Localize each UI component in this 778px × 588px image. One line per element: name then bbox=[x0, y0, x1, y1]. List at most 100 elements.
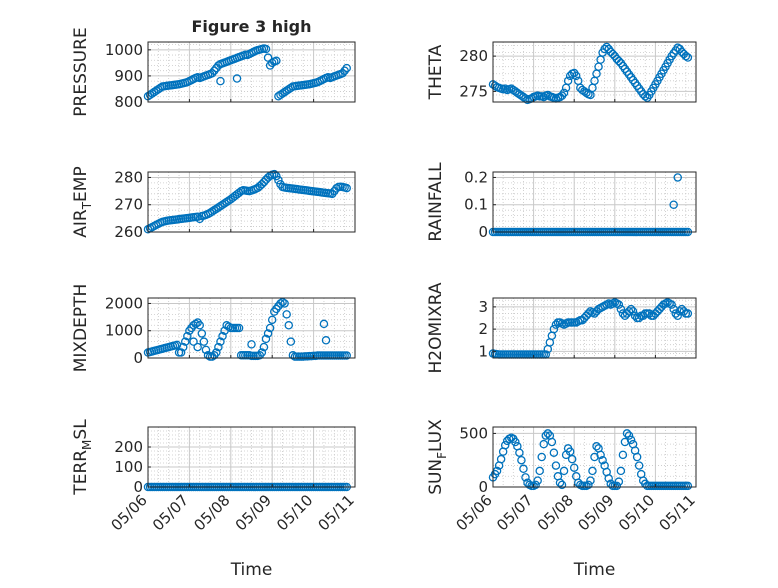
data-point bbox=[519, 464, 528, 474]
data-point bbox=[274, 175, 283, 185]
data-point bbox=[209, 66, 219, 75]
y-tick-label: 900 bbox=[114, 67, 143, 85]
data-point bbox=[338, 69, 347, 78]
data-point bbox=[496, 454, 506, 464]
y-tick-label: 280 bbox=[459, 47, 488, 65]
subplot-theta: 275 280 THETA bbox=[426, 41, 697, 105]
data-point bbox=[612, 481, 622, 491]
data-point bbox=[207, 69, 217, 78]
data-point bbox=[261, 44, 271, 54]
y-tick-label: 2 bbox=[478, 320, 488, 338]
data-point bbox=[183, 331, 192, 341]
data-point bbox=[598, 455, 607, 465]
data-point bbox=[535, 466, 544, 476]
data-point bbox=[547, 437, 557, 447]
data-point bbox=[559, 466, 569, 476]
y-axis-label-part: LUX bbox=[426, 419, 446, 452]
x-tick-label: 05/08 bbox=[190, 491, 233, 534]
data-point bbox=[683, 481, 693, 491]
y-tick-label: 500 bbox=[459, 424, 488, 442]
data-series-pressure bbox=[143, 44, 351, 101]
axes-box bbox=[492, 171, 697, 233]
data-point bbox=[332, 184, 341, 193]
axes-box bbox=[492, 297, 697, 359]
data-point bbox=[563, 76, 573, 86]
data-point bbox=[588, 466, 597, 476]
data-point bbox=[340, 66, 349, 75]
x-tick-label: 05/07 bbox=[493, 491, 536, 534]
data-point bbox=[263, 53, 273, 62]
data-point bbox=[500, 84, 510, 93]
data-series-theta bbox=[488, 42, 693, 105]
y-tick-label: 270 bbox=[114, 196, 143, 214]
data-point bbox=[549, 324, 559, 334]
x-tick-label: 05/09 bbox=[574, 491, 617, 534]
x-tick-label: 05/08 bbox=[534, 491, 577, 534]
data-point bbox=[616, 466, 626, 476]
data-point bbox=[216, 337, 225, 346]
x-tick-label: 05/09 bbox=[232, 491, 275, 534]
data-point bbox=[543, 429, 553, 438]
data-point bbox=[681, 51, 691, 61]
data-point bbox=[342, 183, 351, 193]
data-point bbox=[515, 448, 524, 457]
data-point bbox=[267, 58, 277, 68]
data-point bbox=[191, 319, 200, 329]
data-point bbox=[193, 212, 202, 221]
data-series-sun_flux bbox=[488, 429, 693, 491]
y-axis-label-part: TERR bbox=[71, 450, 91, 496]
subplot-rainfall: 0 0.1 0.2 RAINFALL bbox=[426, 162, 697, 242]
y-tick-label: 260 bbox=[114, 223, 143, 241]
subplot-mixdepth: 0 1000 2000 MIXDEPTH bbox=[71, 284, 356, 372]
y-tick-label: 0.1 bbox=[464, 196, 488, 214]
data-point bbox=[624, 307, 634, 316]
data-point bbox=[267, 315, 277, 325]
subplot-pressure: 800 900 1000 PRESSURE Figure 3 high bbox=[71, 17, 356, 117]
data-point bbox=[632, 452, 642, 462]
data-point bbox=[261, 334, 271, 344]
y-tick-label: 0 bbox=[133, 478, 143, 496]
y-tick-label: 0.2 bbox=[464, 168, 488, 186]
data-point bbox=[342, 63, 351, 73]
data-point bbox=[584, 480, 593, 490]
data-point bbox=[178, 342, 188, 352]
data-point bbox=[232, 74, 242, 83]
data-point bbox=[567, 454, 577, 464]
x-tick-label: 05/11 bbox=[315, 491, 358, 534]
data-point bbox=[571, 71, 581, 81]
x-tick-label: 05/10 bbox=[615, 491, 658, 534]
data-point bbox=[197, 329, 207, 338]
data-point bbox=[263, 329, 273, 338]
y-axis-label: PRESSURE bbox=[71, 27, 91, 116]
x-axis-label: Time bbox=[573, 560, 616, 580]
data-point bbox=[511, 437, 520, 447]
y-axis-label: RAINFALL bbox=[426, 162, 446, 242]
data-point bbox=[602, 42, 611, 52]
data-point bbox=[645, 309, 654, 318]
data-series-air_temp bbox=[143, 169, 351, 234]
y-tick-label: 1000 bbox=[105, 41, 143, 59]
data-point bbox=[218, 331, 227, 341]
data-point bbox=[265, 323, 275, 333]
data-point bbox=[673, 173, 682, 182]
data-point bbox=[618, 450, 628, 460]
data-point bbox=[224, 322, 233, 331]
data-point bbox=[270, 169, 279, 179]
data-point bbox=[517, 455, 526, 465]
data-point bbox=[683, 53, 693, 62]
data-point bbox=[257, 348, 267, 357]
data-point bbox=[557, 480, 567, 490]
data-point bbox=[541, 431, 551, 440]
data-point bbox=[673, 311, 682, 321]
data-point bbox=[257, 180, 267, 189]
data-point bbox=[614, 300, 624, 309]
data-point bbox=[282, 310, 291, 319]
x-tick-label: 05/10 bbox=[273, 491, 316, 534]
y-tick-label: 200 bbox=[114, 438, 143, 456]
data-point bbox=[616, 304, 626, 314]
data-point bbox=[288, 351, 298, 360]
data-point bbox=[201, 345, 211, 355]
data-point bbox=[667, 300, 676, 309]
x-tick-label: 05/07 bbox=[149, 491, 192, 534]
